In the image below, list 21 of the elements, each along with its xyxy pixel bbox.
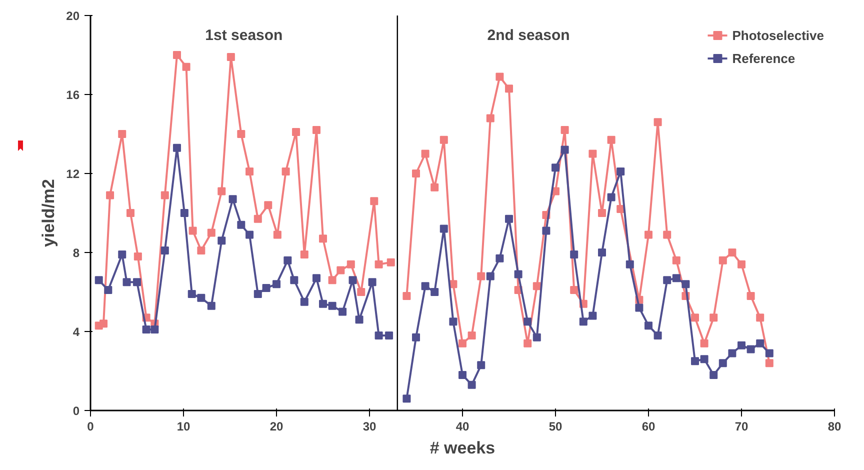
y-tick-label: 0 xyxy=(72,404,80,418)
x-tick-label: 70 xyxy=(734,420,748,434)
y-tick-label: 20 xyxy=(66,9,80,23)
x-tick-label: 80 xyxy=(828,420,842,434)
legend-label: Reference xyxy=(732,50,796,66)
x-tick-label: 10 xyxy=(176,420,190,434)
x-tick-label: 0 xyxy=(87,420,94,434)
annotation: 2nd season xyxy=(487,26,570,44)
x-tick-label: 40 xyxy=(456,420,470,434)
x-tick-label: 50 xyxy=(548,420,562,434)
annotation: 1st season xyxy=(205,26,283,44)
y-tick-label: 8 xyxy=(72,246,80,260)
y-tick-label: 4 xyxy=(72,325,80,339)
x-tick-label: 30 xyxy=(362,420,376,434)
y-tick-label: 12 xyxy=(66,167,80,181)
x-tick-label: 60 xyxy=(642,420,656,434)
x-axis-title: # weeks xyxy=(430,438,496,458)
y-tick-label: 16 xyxy=(66,88,80,102)
y-axis-title: yield/m2 xyxy=(39,178,58,248)
legend-label: Photoselective xyxy=(732,28,824,42)
x-tick-label: 20 xyxy=(270,420,284,434)
